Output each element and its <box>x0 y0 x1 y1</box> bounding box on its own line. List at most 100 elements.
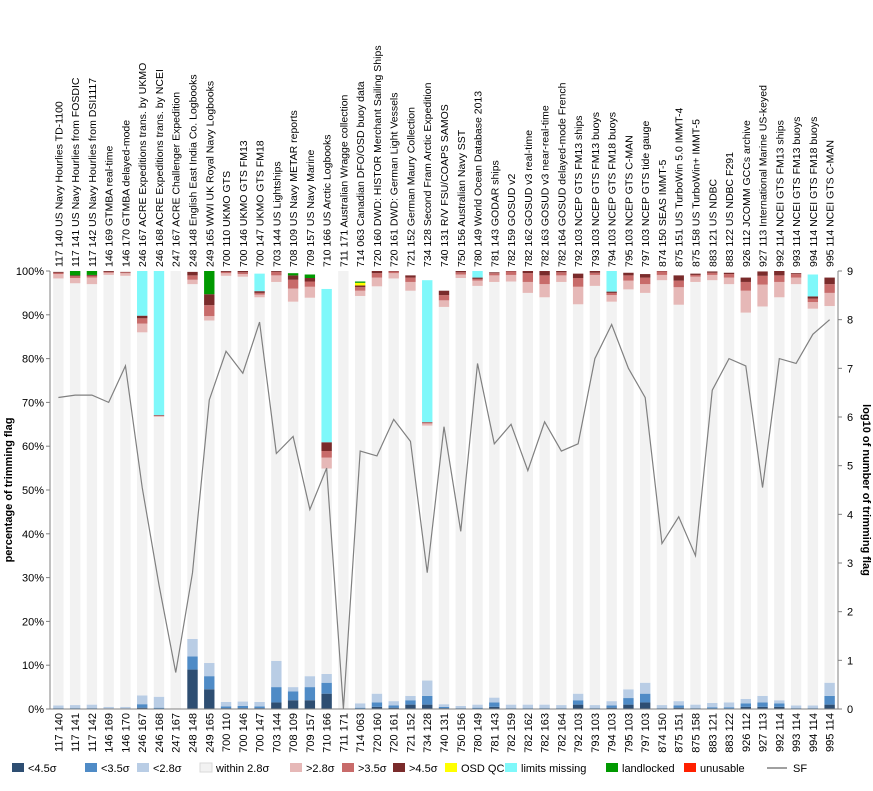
x-tick-label: 875 158 <box>690 713 702 753</box>
top-category-code: 883 122 <box>724 226 736 267</box>
bar-segment <box>489 281 500 698</box>
bar-segment <box>271 271 282 272</box>
x-tick-label: 797 103 <box>640 713 652 753</box>
legend-swatch <box>290 763 302 772</box>
top-category-description: NCEI GTS FM13 ships <box>774 120 786 227</box>
top-category-description: US Arctic Logbooks <box>322 134 334 226</box>
bar-segment <box>606 705 617 708</box>
top-category-code: 247 167 <box>171 227 183 267</box>
y2-tick-label: 4 <box>847 509 853 521</box>
bar-segment <box>271 687 282 703</box>
top-category-description: Australian Navy SST <box>456 129 468 226</box>
bar-segment <box>623 289 634 690</box>
bar-segment <box>271 275 282 282</box>
legend-label: landlocked <box>622 763 675 775</box>
bar-segment <box>572 693 584 701</box>
x-tick-label: 117 142 <box>87 713 99 752</box>
bottom-category-labels: 117 140 117 141 117 142 146 169 146 170 246 1… <box>53 713 836 753</box>
top-category-description: US Navy METAR reports <box>288 110 300 226</box>
bar-segment <box>388 707 399 709</box>
top-category-description: DWD: HISTOR Merchant Sailing Ships <box>372 45 384 226</box>
bar-segment <box>824 306 835 683</box>
bar-segment <box>137 695 148 705</box>
top-category-description: GTMBA delayed-mode <box>120 120 132 226</box>
bar-segment <box>69 271 81 276</box>
top-category-description: NCEI GTS FM18 buoys <box>808 117 820 227</box>
bar-segment <box>187 638 198 657</box>
bar-segment <box>639 693 651 703</box>
top-category-code: 117 141 <box>70 227 82 267</box>
top-category-code: 926 112 <box>741 227 753 267</box>
x-tick-label: 146 169 <box>104 713 116 753</box>
top-category-label: 992 114 NCEI GTS FM13 ships <box>774 120 786 267</box>
legend-swatch <box>445 763 457 772</box>
bar-segment <box>505 704 517 709</box>
bar-segment <box>539 271 550 276</box>
bar-stack <box>673 275 684 709</box>
bar-segment <box>254 294 265 298</box>
bar-segment <box>707 280 718 703</box>
top-category-description: NCEP GTS tide gauge <box>640 121 652 227</box>
bar-segment <box>405 277 416 282</box>
bar-segment <box>137 315 148 319</box>
top-category-label: 146 169 GTMBA real-time <box>104 145 116 267</box>
y-tick-label: 90% <box>22 310 44 322</box>
bar-stack <box>438 290 450 709</box>
x-tick-label: 710 166 <box>322 713 334 753</box>
bar-segment <box>539 297 550 705</box>
x-tick-label: 883 121 <box>707 713 719 753</box>
top-category-code: 782 163 <box>540 226 552 267</box>
bar-segment <box>86 274 98 276</box>
bar-segment <box>539 275 550 285</box>
bar-segment <box>639 284 651 293</box>
legend-label: SF <box>793 763 807 775</box>
legend-swatch <box>342 763 354 772</box>
top-category-code: 927 113 <box>758 227 770 267</box>
y2-tick-label: 3 <box>847 558 853 570</box>
top-category-description: WWI UK Royal Navy Logbooks <box>204 81 216 226</box>
legend-label: unusable <box>700 763 745 775</box>
bar-segment <box>354 295 366 704</box>
bar-segment <box>757 706 768 709</box>
bar-segment <box>673 275 684 281</box>
bar-segment <box>103 271 114 273</box>
top-category-label: 711 171 Australian Wragge collection <box>338 94 350 267</box>
bar-segment <box>472 271 483 278</box>
bar-segment <box>522 281 534 293</box>
x-tick-label: 995 114 <box>825 713 837 752</box>
bar-segment <box>287 301 299 688</box>
bar-segment <box>790 277 802 285</box>
top-category-description: NCEP GTS FM13 buoys <box>590 112 602 226</box>
bar-segment <box>455 705 466 709</box>
bar-stack <box>639 274 651 709</box>
bar-segment <box>757 695 768 703</box>
bar-stack <box>472 271 483 709</box>
x-tick-label: 793 103 <box>590 713 602 753</box>
bar-segment <box>656 274 668 281</box>
bar-segment <box>505 281 517 705</box>
bar-stack <box>69 271 81 709</box>
top-category-description: JCOMM GCCs archive <box>741 120 753 227</box>
top-category-description: UKMO GTS FM18 <box>255 140 267 226</box>
bar-segment <box>438 290 450 296</box>
top-category-label: 146 170 GTMBA delayed-mode <box>120 120 132 267</box>
bar-segment <box>707 707 718 709</box>
top-category-description: UKMO GTS FM13 <box>238 140 250 226</box>
bar-segment <box>271 702 282 709</box>
top-category-description: US Lightships <box>271 161 283 226</box>
bar-stack <box>572 273 584 709</box>
bar-segment <box>690 281 701 705</box>
top-category-code: 721 152 <box>405 226 417 267</box>
x-tick-label: 875 151 <box>674 713 686 753</box>
top-category-code: 795 103 <box>623 226 635 267</box>
bar-stack <box>137 271 148 709</box>
bar-segment <box>354 703 366 708</box>
bar-segment <box>455 272 466 275</box>
top-category-description: US TurboWin 5.0 IMMT-4 <box>674 108 686 227</box>
top-category-code: 700 110 <box>221 227 233 267</box>
bar-segment <box>53 705 64 709</box>
top-category-description: Second Fram Arctic Expedition <box>422 82 434 226</box>
top-category-code: 781 143 <box>489 226 501 267</box>
bar-stack <box>103 271 114 709</box>
x-tick-label: 795 103 <box>623 713 635 753</box>
